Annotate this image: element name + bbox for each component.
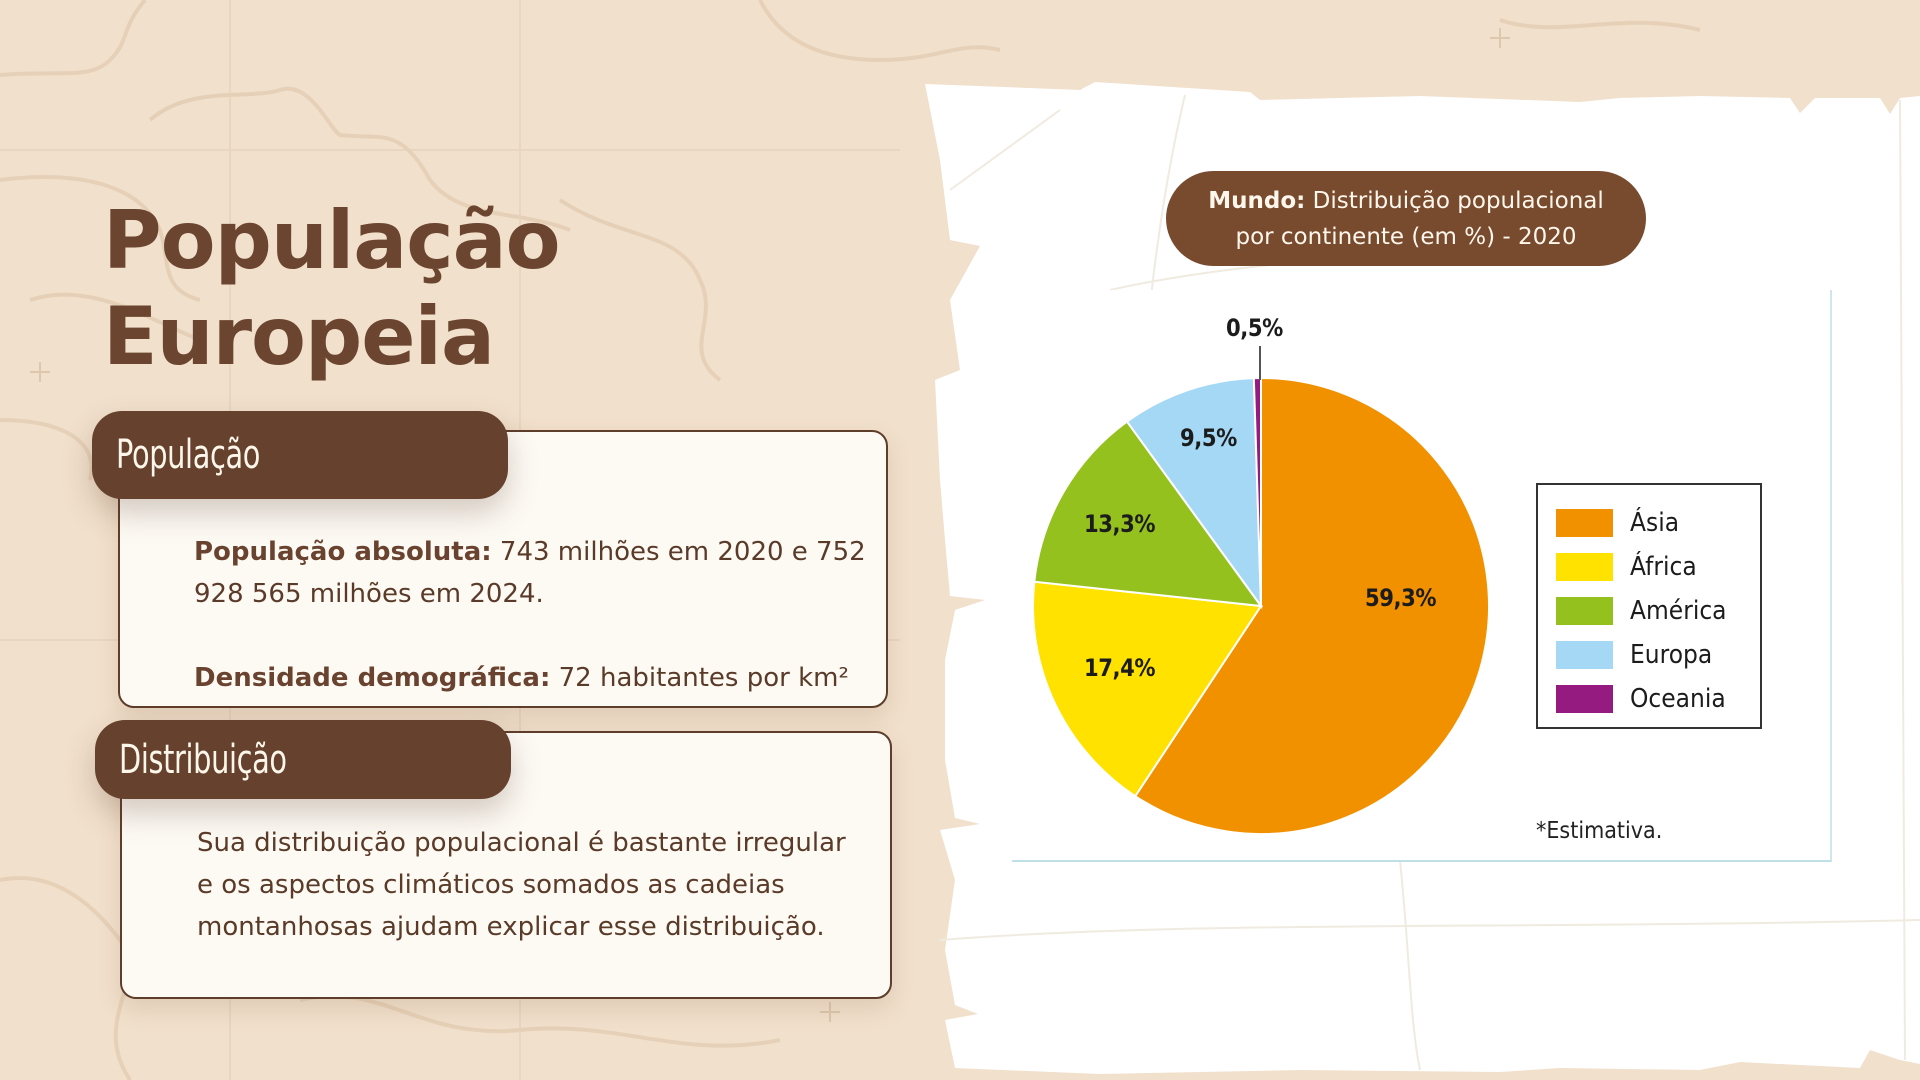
- slide-title-line1: População: [103, 194, 561, 287]
- legend-swatch-europe: [1556, 641, 1613, 669]
- absolute-population-text: População absoluta: 743 milhões em 2020 …: [194, 531, 874, 615]
- chart-title-line2: por continente (em %) - 2020: [1235, 223, 1577, 250]
- density-value: 72 habitantes por km²: [550, 663, 849, 693]
- legend-item-europe: Europa: [1556, 633, 1760, 677]
- pie-label-europe: 9,5%: [1180, 424, 1237, 452]
- pie-label-asia: 59,3%: [1365, 584, 1437, 612]
- chart-legend: Ásia África América Europa Oceania: [1536, 483, 1762, 729]
- pie-slice-africa: [1032, 580, 1263, 798]
- legend-item-america: América: [1556, 589, 1760, 633]
- distribution-card-title: Distribuição: [119, 736, 287, 783]
- legend-item-oceania: Oceania: [1556, 677, 1760, 721]
- absolute-population-value: 743 milhões em 2020 e 752 928 565 milhõe…: [194, 537, 866, 609]
- distribution-text: Sua distribuição populacional é bastante…: [197, 828, 846, 942]
- absolute-population-label: População absoluta:: [194, 537, 492, 567]
- distribution-card-body: Sua distribuição populacional é bastante…: [197, 822, 867, 948]
- distribution-card-header: Distribuição: [95, 720, 511, 799]
- legend-label-asia: Ásia: [1630, 508, 1680, 538]
- chart-title-rest: Distribuição populacional: [1305, 187, 1604, 214]
- density-label: Densidade demográfica:: [194, 663, 551, 693]
- population-card-title: População: [116, 432, 261, 478]
- legend-swatch-africa: [1556, 553, 1613, 581]
- legend-label-europe: Europa: [1630, 640, 1713, 670]
- legend-item-africa: África: [1556, 545, 1760, 589]
- legend-label-america: América: [1630, 596, 1727, 626]
- density-text: Densidade demográfica: 72 habitantes por…: [194, 657, 874, 699]
- legend-swatch-asia: [1556, 509, 1613, 537]
- legend-item-asia: Ásia: [1556, 501, 1760, 545]
- slide-title-line2: Europeia: [103, 290, 495, 383]
- pie-slice-europa: [1125, 377, 1263, 610]
- legend-swatch-america: [1556, 597, 1613, 625]
- pie-slice-asia: [1133, 376, 1490, 835]
- pie-label-oceania: 0,5%: [1226, 314, 1283, 342]
- chart-title-bold: Mundo:: [1208, 187, 1306, 214]
- chart-title: Mundo: Distribuição populacional por con…: [1166, 171, 1646, 266]
- legend-label-oceania: Oceania: [1630, 684, 1726, 714]
- pie-slice-america: [1033, 420, 1264, 608]
- pie-label-africa: 17,4%: [1084, 654, 1156, 682]
- population-card-header: População: [92, 411, 508, 499]
- chart-note: *Estimativa.: [1536, 818, 1663, 844]
- slide-title: População Europeia: [103, 193, 561, 385]
- population-card-body: População absoluta: 743 milhões em 2020 …: [194, 531, 874, 699]
- legend-label-africa: África: [1630, 552, 1697, 582]
- pie-label-america: 13,3%: [1084, 510, 1156, 538]
- legend-swatch-oceania: [1556, 685, 1613, 713]
- chart-title-line1: Mundo: Distribuição populacional: [1166, 183, 1646, 219]
